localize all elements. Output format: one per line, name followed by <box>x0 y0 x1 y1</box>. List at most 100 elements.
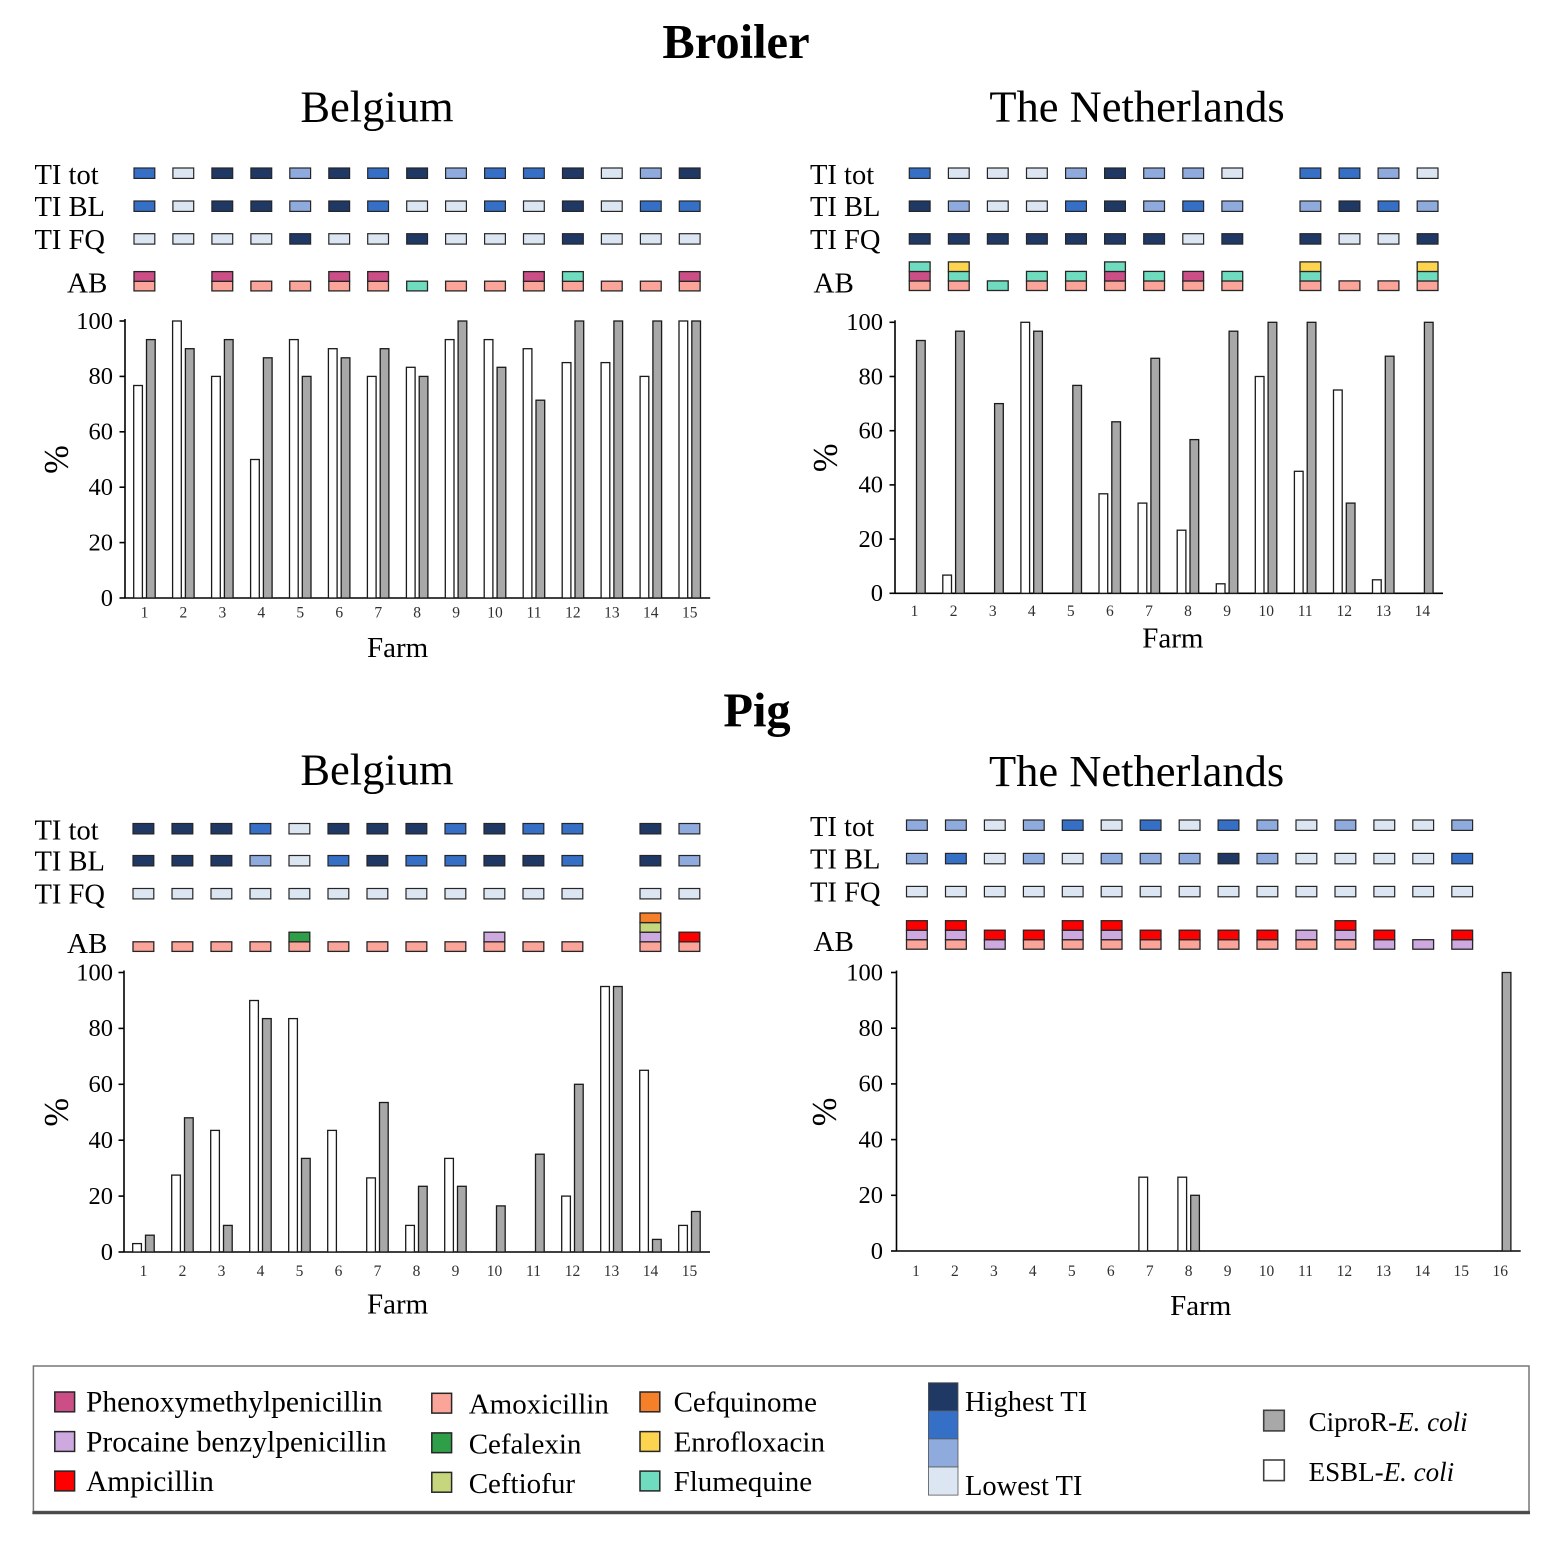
svg-text:TI tot: TI tot <box>35 816 99 847</box>
svg-text:13: 13 <box>1376 603 1392 620</box>
svg-text:40: 40 <box>859 472 884 499</box>
svg-text:Farm: Farm <box>367 1289 429 1321</box>
svg-text:%: % <box>807 443 845 472</box>
svg-text:Belgium: Belgium <box>300 745 453 795</box>
svg-text:Flumequine: Flumequine <box>674 1466 813 1498</box>
svg-text:AB: AB <box>814 267 854 299</box>
svg-text:8: 8 <box>413 1263 421 1280</box>
svg-text:TI BL: TI BL <box>810 192 880 223</box>
svg-text:TI tot: TI tot <box>35 160 99 191</box>
svg-text:12: 12 <box>1337 603 1353 620</box>
svg-text:100: 100 <box>846 309 883 336</box>
svg-text:10: 10 <box>1258 603 1274 620</box>
svg-text:4: 4 <box>1029 1263 1037 1280</box>
svg-text:13: 13 <box>604 1263 620 1280</box>
svg-text:11: 11 <box>1298 1263 1313 1280</box>
svg-text:Highest TI: Highest TI <box>965 1387 1087 1418</box>
svg-text:5: 5 <box>296 605 304 622</box>
svg-text:6: 6 <box>1106 603 1114 620</box>
svg-text:AB: AB <box>814 926 854 958</box>
svg-text:40: 40 <box>89 474 114 501</box>
svg-text:12: 12 <box>1337 1263 1353 1280</box>
svg-text:15: 15 <box>1454 1263 1470 1280</box>
svg-text:2: 2 <box>950 603 958 620</box>
svg-text:TI FQ: TI FQ <box>35 880 106 911</box>
svg-text:Ampicillin: Ampicillin <box>86 1466 214 1498</box>
svg-text:0: 0 <box>101 1239 113 1266</box>
svg-text:10: 10 <box>487 605 503 622</box>
svg-text:Enrofloxacin: Enrofloxacin <box>674 1426 826 1458</box>
svg-text:Pig: Pig <box>723 685 790 738</box>
svg-text:Farm: Farm <box>367 632 429 664</box>
svg-text:5: 5 <box>1068 1263 1076 1280</box>
svg-text:80: 80 <box>859 363 884 390</box>
svg-text:Broiler: Broiler <box>662 16 809 69</box>
svg-text:AB: AB <box>67 928 107 960</box>
svg-text:4: 4 <box>257 605 265 622</box>
svg-text:TI tot: TI tot <box>810 160 874 191</box>
svg-text:12: 12 <box>565 605 581 622</box>
svg-text:TI FQ: TI FQ <box>810 225 881 256</box>
svg-text:Procaine benzylpenicillin: Procaine benzylpenicillin <box>86 1426 387 1458</box>
svg-text:2: 2 <box>179 1263 187 1280</box>
svg-text:80: 80 <box>89 363 114 390</box>
svg-text:20: 20 <box>859 1182 884 1209</box>
svg-text:TI FQ: TI FQ <box>810 878 881 909</box>
svg-text:Lowest TI: Lowest TI <box>965 1471 1082 1502</box>
svg-text:10: 10 <box>487 1263 503 1280</box>
svg-text:6: 6 <box>335 605 343 622</box>
svg-text:TI BL: TI BL <box>35 847 105 878</box>
svg-text:2: 2 <box>951 1263 959 1280</box>
svg-text:15: 15 <box>682 1263 698 1280</box>
svg-text:11: 11 <box>527 605 542 622</box>
svg-text:6: 6 <box>1107 1263 1115 1280</box>
svg-text:14: 14 <box>1415 1263 1431 1280</box>
svg-text:8: 8 <box>1184 603 1192 620</box>
svg-text:80: 80 <box>859 1015 884 1042</box>
svg-text:60: 60 <box>89 419 114 446</box>
svg-text:13: 13 <box>604 605 620 622</box>
svg-text:TI tot: TI tot <box>810 812 874 843</box>
svg-text:8: 8 <box>413 605 421 622</box>
svg-text:1: 1 <box>911 603 919 620</box>
svg-text:100: 100 <box>76 308 113 335</box>
svg-text:0: 0 <box>871 1238 883 1265</box>
svg-text:7: 7 <box>1146 1263 1154 1280</box>
svg-text:AB: AB <box>67 268 107 300</box>
svg-text:14: 14 <box>643 605 659 622</box>
svg-text:20: 20 <box>89 529 114 556</box>
svg-text:3: 3 <box>219 605 227 622</box>
svg-text:100: 100 <box>76 959 113 986</box>
svg-text:7: 7 <box>1145 603 1153 620</box>
svg-text:TI BL: TI BL <box>810 845 880 876</box>
svg-text:Cefalexin: Cefalexin <box>469 1428 582 1460</box>
svg-text:7: 7 <box>374 1263 382 1280</box>
svg-text:1: 1 <box>141 605 149 622</box>
svg-text:3: 3 <box>218 1263 226 1280</box>
svg-text:10: 10 <box>1259 1263 1275 1280</box>
svg-text:8: 8 <box>1185 1263 1193 1280</box>
svg-text:The Netherlands: The Netherlands <box>989 746 1284 796</box>
svg-text:TI FQ: TI FQ <box>35 225 106 256</box>
svg-text:100: 100 <box>846 959 883 986</box>
svg-text:13: 13 <box>1376 1263 1392 1280</box>
svg-text:4: 4 <box>257 1263 265 1280</box>
svg-text:Farm: Farm <box>1142 623 1204 655</box>
svg-text:16: 16 <box>1492 1263 1508 1280</box>
svg-text:7: 7 <box>374 605 382 622</box>
svg-text:Cefquinome: Cefquinome <box>674 1387 817 1419</box>
svg-text:9: 9 <box>1223 603 1231 620</box>
svg-text:Belgium: Belgium <box>300 81 453 131</box>
svg-text:15: 15 <box>682 605 698 622</box>
svg-text:%: % <box>38 1098 76 1127</box>
svg-text:14: 14 <box>643 1263 659 1280</box>
svg-text:9: 9 <box>452 1263 460 1280</box>
svg-text:5: 5 <box>1067 603 1075 620</box>
svg-text:60: 60 <box>89 1071 114 1098</box>
svg-text:9: 9 <box>452 605 460 622</box>
svg-text:The Netherlands: The Netherlands <box>989 81 1284 131</box>
svg-text:Ceftiofur: Ceftiofur <box>469 1468 576 1500</box>
svg-text:Amoxicillin: Amoxicillin <box>469 1389 610 1421</box>
svg-text:60: 60 <box>859 418 884 445</box>
svg-text:0: 0 <box>871 580 883 607</box>
